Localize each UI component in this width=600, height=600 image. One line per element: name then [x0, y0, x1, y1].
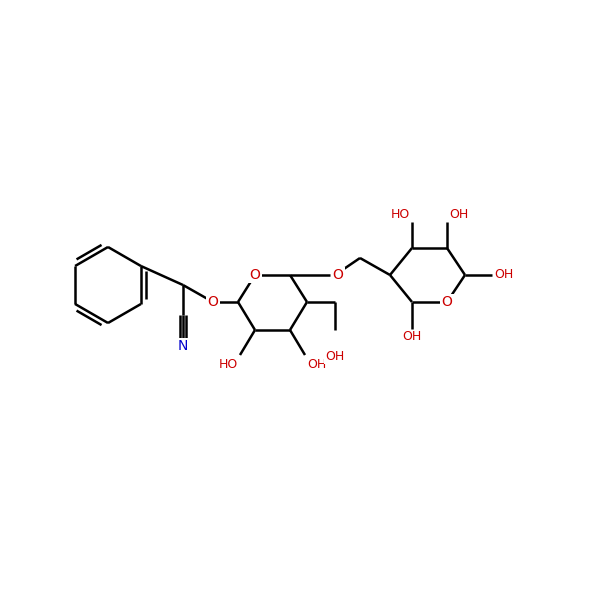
Text: HO: HO: [219, 358, 238, 370]
Text: N: N: [178, 339, 188, 353]
Text: HO: HO: [391, 208, 410, 220]
Text: OH: OH: [325, 349, 344, 362]
Text: OH: OH: [403, 331, 422, 343]
Text: O: O: [442, 295, 452, 309]
Text: OH: OH: [494, 269, 513, 281]
Text: OH: OH: [307, 358, 326, 370]
Text: O: O: [332, 268, 343, 282]
Text: O: O: [208, 295, 218, 309]
Text: OH: OH: [449, 208, 468, 220]
Text: O: O: [250, 268, 260, 282]
